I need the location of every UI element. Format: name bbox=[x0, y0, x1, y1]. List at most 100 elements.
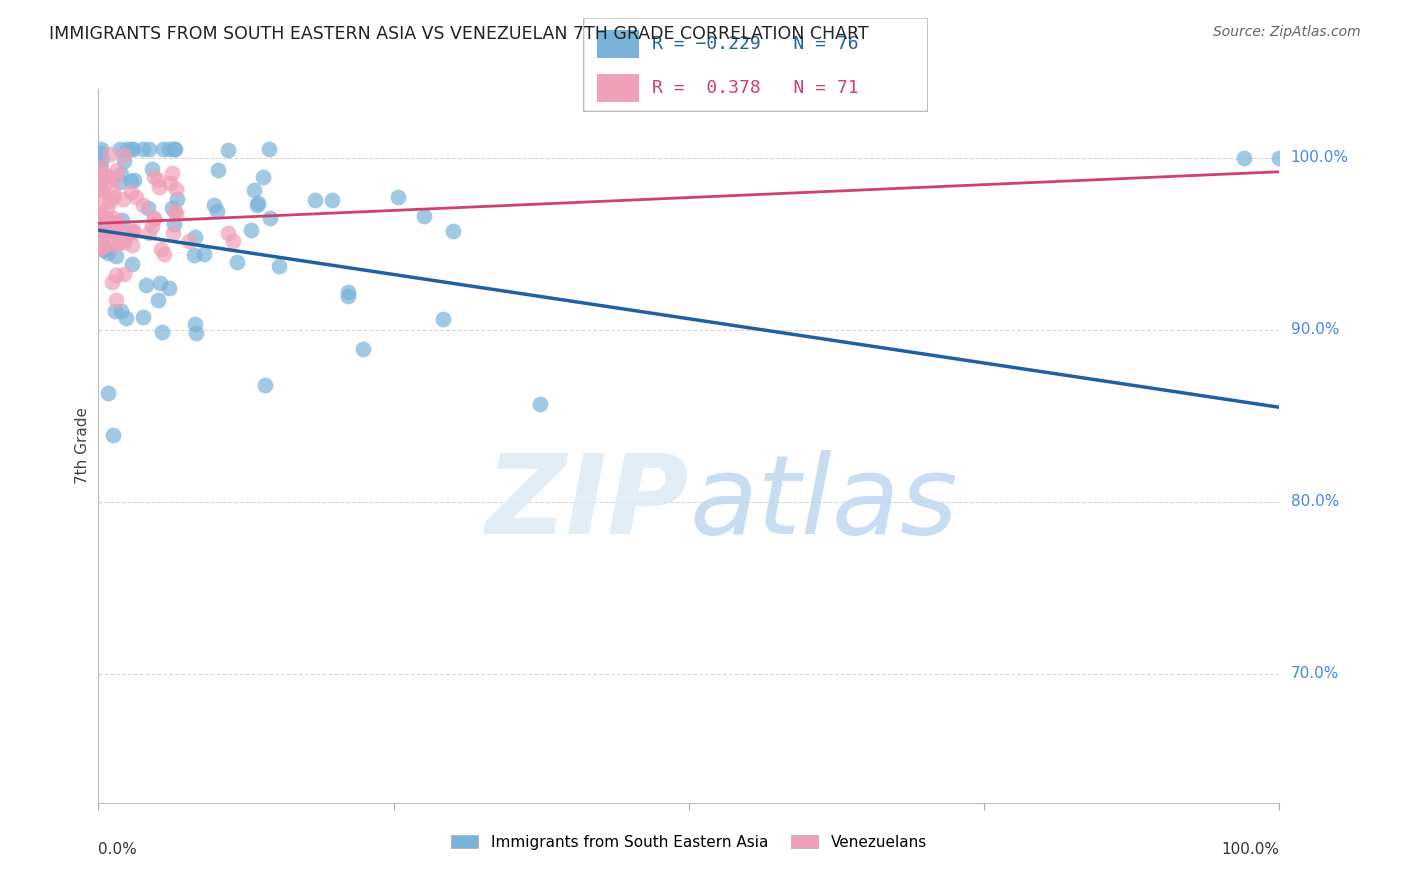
Point bbox=[132, 310, 155, 325]
Point bbox=[112, 148, 135, 162]
Point bbox=[105, 219, 128, 234]
Point bbox=[149, 277, 172, 291]
Point bbox=[160, 166, 183, 180]
Point bbox=[104, 249, 127, 263]
Point bbox=[103, 225, 125, 239]
Text: R =  0.378   N = 71: R = 0.378 N = 71 bbox=[652, 79, 859, 97]
Point bbox=[432, 312, 454, 326]
Point bbox=[120, 142, 142, 156]
Point bbox=[165, 207, 187, 221]
Text: ZIP: ZIP bbox=[485, 450, 689, 557]
Point bbox=[121, 257, 143, 271]
Point bbox=[105, 163, 128, 178]
Point bbox=[165, 182, 187, 196]
Point bbox=[100, 224, 122, 238]
Point bbox=[243, 183, 266, 197]
Point bbox=[259, 211, 281, 225]
Point bbox=[183, 248, 205, 262]
Text: IMMIGRANTS FROM SOUTH EASTERN ASIA VS VENEZUELAN 7TH GRADE CORRELATION CHART: IMMIGRANTS FROM SOUTH EASTERN ASIA VS VE… bbox=[49, 25, 869, 43]
Point bbox=[107, 235, 129, 249]
Point bbox=[104, 217, 127, 231]
Point bbox=[252, 169, 274, 184]
Point bbox=[163, 217, 186, 231]
Point bbox=[112, 154, 135, 169]
Point bbox=[89, 208, 111, 222]
Point bbox=[89, 180, 111, 194]
Point bbox=[136, 201, 159, 215]
Point bbox=[226, 254, 249, 268]
Text: 70.0%: 70.0% bbox=[1291, 666, 1339, 681]
Point bbox=[105, 218, 128, 232]
Point bbox=[177, 235, 200, 249]
Legend: Immigrants from South Eastern Asia, Venezuelans: Immigrants from South Eastern Asia, Vene… bbox=[444, 829, 934, 855]
Text: 90.0%: 90.0% bbox=[1291, 322, 1339, 337]
Point bbox=[91, 169, 114, 184]
Point bbox=[96, 173, 118, 187]
Point bbox=[110, 304, 132, 318]
Point bbox=[91, 244, 114, 258]
Point bbox=[93, 238, 115, 252]
Point bbox=[125, 190, 148, 204]
Point bbox=[105, 293, 128, 307]
Point bbox=[132, 142, 155, 156]
Point bbox=[222, 234, 245, 248]
Point bbox=[93, 239, 115, 253]
Point bbox=[103, 238, 125, 252]
Point bbox=[104, 172, 127, 186]
Point bbox=[93, 211, 115, 225]
Point bbox=[257, 142, 280, 156]
Text: 100.0%: 100.0% bbox=[1222, 842, 1279, 857]
Point bbox=[100, 275, 122, 289]
Text: 0.0%: 0.0% bbox=[98, 842, 138, 857]
Point bbox=[135, 277, 157, 292]
Point bbox=[186, 326, 208, 340]
Point bbox=[97, 169, 120, 184]
Point bbox=[141, 219, 163, 233]
Point bbox=[111, 212, 134, 227]
Point bbox=[146, 172, 169, 186]
Point bbox=[141, 161, 163, 176]
Point bbox=[304, 193, 326, 207]
Point bbox=[89, 186, 111, 201]
Point bbox=[96, 201, 118, 215]
Point bbox=[97, 222, 120, 236]
Point bbox=[122, 173, 145, 187]
Point bbox=[193, 247, 215, 261]
Point bbox=[89, 176, 111, 190]
Point bbox=[239, 223, 262, 237]
Text: 100.0%: 100.0% bbox=[1291, 151, 1348, 166]
Point bbox=[143, 211, 166, 226]
Point bbox=[90, 160, 112, 174]
Point bbox=[160, 201, 183, 215]
Point bbox=[153, 246, 176, 260]
Point bbox=[149, 242, 172, 256]
Point bbox=[103, 222, 125, 236]
Point bbox=[114, 232, 136, 246]
Point bbox=[217, 143, 239, 157]
Point bbox=[150, 326, 173, 340]
Point bbox=[184, 230, 207, 244]
Point bbox=[98, 194, 121, 208]
Point bbox=[157, 142, 180, 156]
Point bbox=[122, 224, 145, 238]
Point bbox=[117, 142, 139, 156]
Point bbox=[103, 211, 125, 226]
Point bbox=[152, 142, 174, 156]
Point bbox=[163, 142, 186, 156]
Point bbox=[112, 267, 135, 281]
Point bbox=[90, 142, 112, 156]
Point bbox=[89, 222, 111, 236]
Point bbox=[146, 293, 169, 307]
Point bbox=[89, 146, 111, 161]
Point bbox=[162, 226, 184, 240]
Text: R = −0.229   N = 76: R = −0.229 N = 76 bbox=[652, 35, 859, 53]
Point bbox=[104, 268, 127, 282]
Point bbox=[132, 198, 155, 212]
Point bbox=[337, 285, 360, 299]
Point bbox=[89, 202, 111, 216]
Point bbox=[97, 246, 120, 260]
Point bbox=[91, 224, 114, 238]
Point bbox=[90, 241, 112, 255]
Point bbox=[1268, 151, 1291, 165]
Point bbox=[120, 185, 142, 199]
